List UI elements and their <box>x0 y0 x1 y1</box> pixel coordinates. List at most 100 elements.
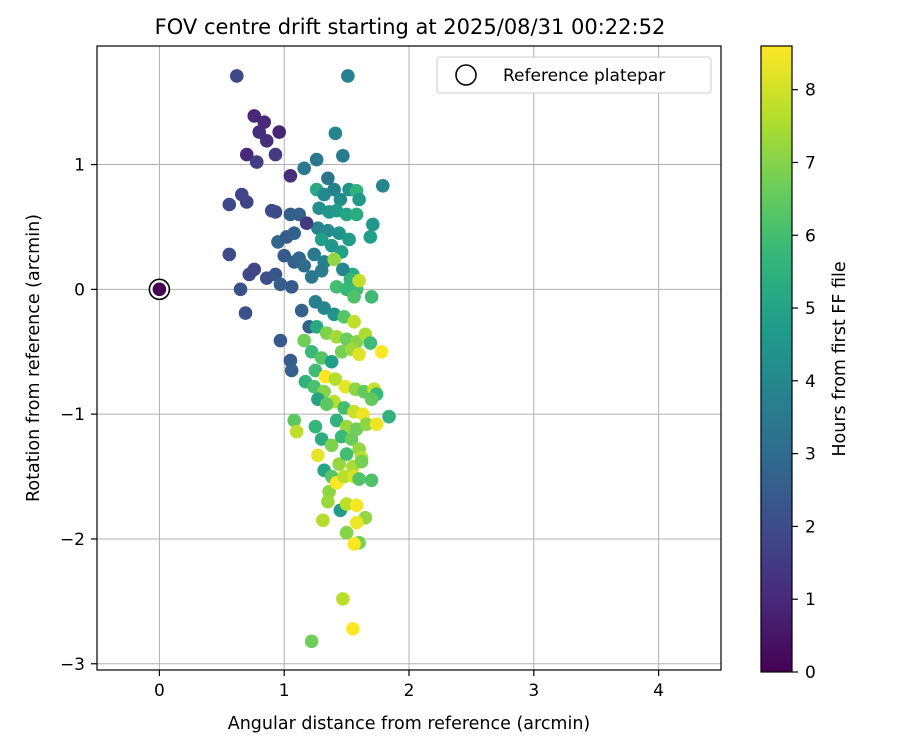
data-point-127 <box>308 419 323 434</box>
data-point-128 <box>314 432 329 446</box>
data-point-81 <box>317 301 331 315</box>
data-point-33 <box>238 306 253 320</box>
data-point-39 <box>309 152 324 167</box>
legend-label-reference: Reference platepar <box>503 66 665 86</box>
data-point-75 <box>304 270 319 284</box>
data-point-36 <box>284 363 299 378</box>
data-point-123 <box>359 417 374 431</box>
data-point-85 <box>364 290 379 304</box>
data-point-62 <box>342 232 356 247</box>
data-point-100 <box>352 347 366 362</box>
data-point-63 <box>299 216 314 231</box>
data-point-119 <box>319 397 334 411</box>
data-point-152 <box>316 513 330 528</box>
data-point-34 <box>273 333 288 348</box>
data-point-97 <box>324 354 339 369</box>
data-point-147 <box>321 494 335 509</box>
data-point-32 <box>233 282 248 297</box>
y-tick-label-2: −1 <box>60 405 85 425</box>
colorbar-label: Hours from first FF file <box>830 261 850 456</box>
x-axis-ticks: 0 1 2 3 4 <box>154 670 664 701</box>
data-point-41 <box>321 171 335 186</box>
data-point-37 <box>294 303 309 318</box>
data-point-51 <box>366 217 380 232</box>
data-point-157 <box>336 592 350 606</box>
data-point-86 <box>309 320 324 334</box>
colorbar-tick-label-0: 0 <box>805 663 816 683</box>
data-point-146 <box>364 473 379 488</box>
x-tick-label-3: 3 <box>528 681 539 701</box>
data-point-92 <box>363 336 378 350</box>
data-point-94 <box>297 333 311 348</box>
legend-box <box>436 56 712 94</box>
x-tick-label-0: 0 <box>154 681 165 701</box>
data-point-134 <box>311 448 325 463</box>
data-point-140 <box>354 454 369 469</box>
data-point-125 <box>287 413 301 428</box>
data-point-158 <box>346 622 360 636</box>
reference-marker-group <box>148 278 171 301</box>
data-point-42 <box>328 126 343 141</box>
colorbar-tick-label-7: 7 <box>805 153 816 173</box>
data-points <box>222 69 396 649</box>
y-tick-label-4: 1 <box>74 156 85 176</box>
data-point-154 <box>339 525 354 540</box>
data-point-101 <box>308 363 323 378</box>
data-point-52 <box>375 178 390 193</box>
data-point-72 <box>336 262 350 277</box>
data-point-10 <box>283 168 298 183</box>
data-point-21 <box>222 247 237 262</box>
data-point-7 <box>239 147 254 162</box>
data-point-57 <box>349 207 364 222</box>
data-point-76 <box>314 263 329 278</box>
data-point-20 <box>287 226 301 240</box>
legend: Reference platepar <box>436 56 712 94</box>
data-point-6 <box>259 134 274 148</box>
data-point-12 <box>239 195 254 209</box>
data-point-145 <box>352 472 366 486</box>
data-point-0 <box>229 69 244 83</box>
y-tick-label-1: −2 <box>60 530 85 550</box>
chart-title: FOV centre drift starting at 2025/08/31 … <box>155 15 666 39</box>
x-tick-label-2: 2 <box>404 681 415 701</box>
data-point-2 <box>247 109 262 123</box>
data-point-5 <box>272 125 287 139</box>
data-point-46 <box>327 182 341 197</box>
data-point-103 <box>328 372 343 387</box>
data-point-126 <box>289 424 304 439</box>
colorbar-tick-label-4: 4 <box>805 372 816 392</box>
data-point-8 <box>268 147 283 162</box>
y-tick-label-3: 0 <box>74 280 85 300</box>
colorbar-tick-label-8: 8 <box>805 81 816 101</box>
colorbar-tick-label-1: 1 <box>805 590 816 610</box>
y-tick-label-0: −3 <box>60 655 85 675</box>
data-point-74 <box>352 273 366 288</box>
data-point-65 <box>324 238 339 253</box>
data-point-138 <box>339 447 354 461</box>
x-tick-label-4: 4 <box>653 681 664 701</box>
data-point-35 <box>283 353 298 368</box>
data-point-13 <box>222 197 237 212</box>
data-point-131 <box>344 432 359 446</box>
data-point-150 <box>349 498 364 513</box>
data-point-79 <box>347 290 361 304</box>
colorbar-tick-label-2: 2 <box>805 517 816 537</box>
data-point-69 <box>307 247 321 262</box>
data-point-137 <box>332 457 346 471</box>
data-point-23 <box>247 262 262 277</box>
data-point-120 <box>329 413 344 428</box>
data-point-47 <box>333 192 348 207</box>
legend-marker-reference <box>455 64 477 86</box>
data-point-64 <box>314 232 329 247</box>
data-point-153 <box>349 515 364 530</box>
data-point-124 <box>369 417 384 431</box>
data-point-116 <box>364 392 379 406</box>
data-point-15 <box>268 205 283 219</box>
data-point-56 <box>339 207 354 222</box>
data-point-43 <box>336 149 350 163</box>
colorbar-tick-label-3: 3 <box>805 445 816 465</box>
data-point-84 <box>347 315 361 329</box>
data-point-93 <box>374 344 389 359</box>
